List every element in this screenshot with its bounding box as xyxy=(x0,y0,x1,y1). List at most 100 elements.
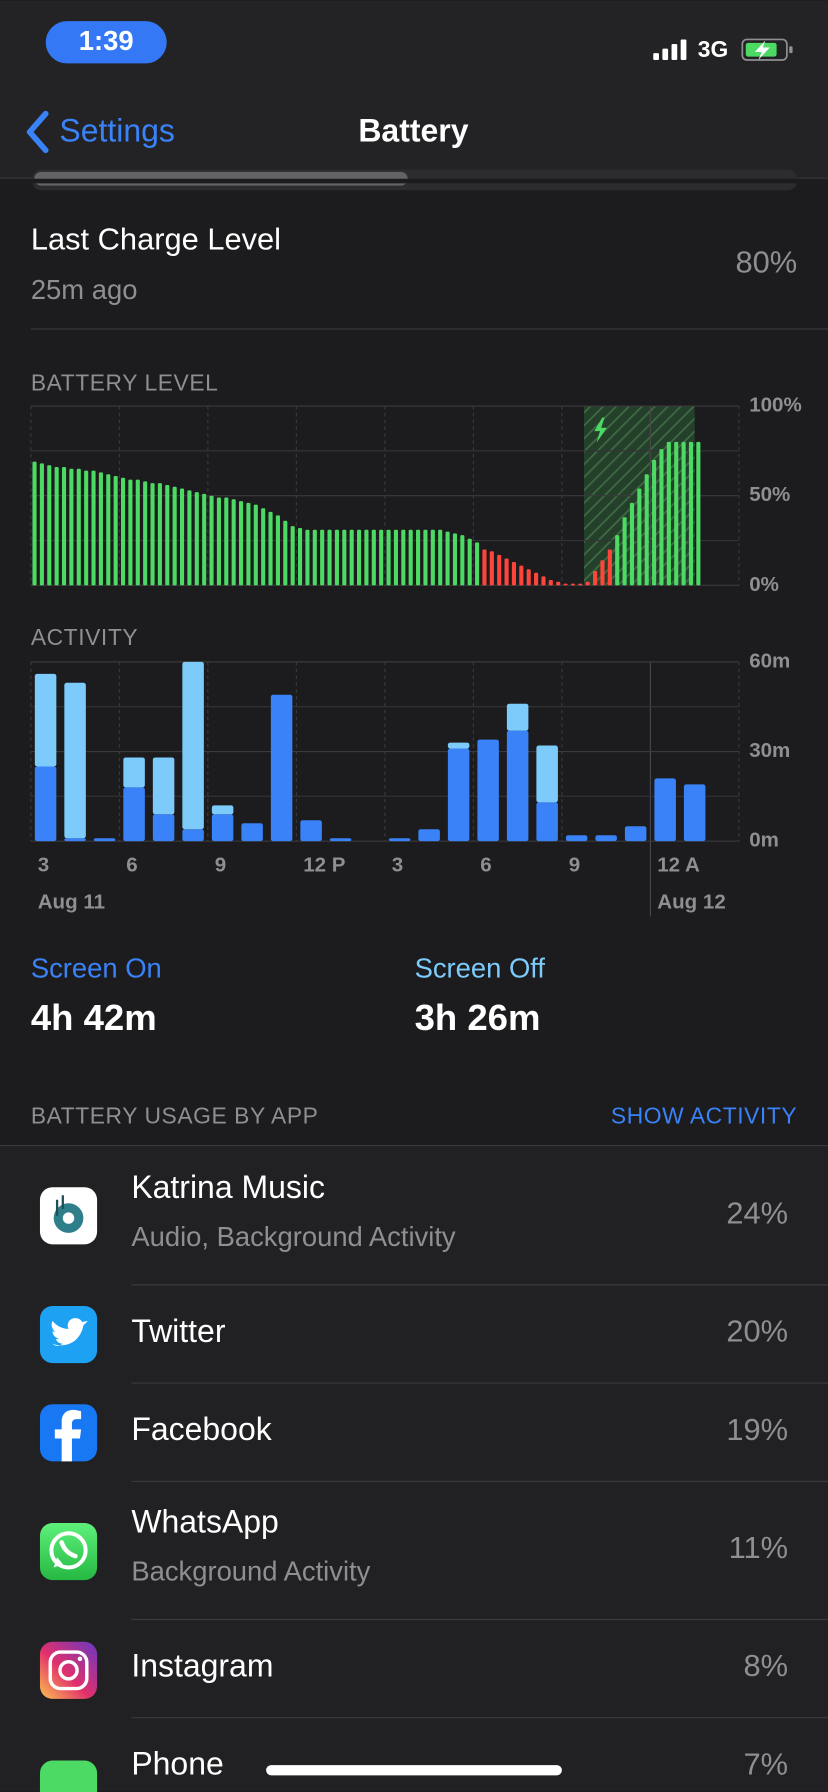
network-type: 3G xyxy=(698,36,728,62)
activity-bar xyxy=(388,838,411,842)
activity-bar xyxy=(565,835,588,842)
show-activity-button[interactable]: SHOW ACTIVITY xyxy=(611,1103,797,1129)
x-tick-label: 6 xyxy=(126,854,137,877)
battery-bar xyxy=(408,529,413,586)
battery-bar xyxy=(460,535,465,586)
battery-bar xyxy=(261,508,266,586)
back-chevron[interactable] xyxy=(26,110,49,154)
segment-mask xyxy=(0,178,828,184)
battery-bar xyxy=(578,583,583,586)
battery-bar xyxy=(194,492,199,586)
activity-bar xyxy=(182,829,204,842)
battery-bar xyxy=(179,488,185,586)
battery-bar xyxy=(548,579,553,586)
time-pill[interactable] xyxy=(45,21,167,64)
battery-bar xyxy=(91,470,96,586)
battery-bar xyxy=(541,576,546,586)
app-detail: Audio, Background Activity xyxy=(131,1221,456,1252)
x-tick-label: 9 xyxy=(569,854,580,877)
activity-bar xyxy=(654,778,676,842)
activity-bar xyxy=(64,838,86,842)
battery-bar xyxy=(504,558,509,586)
battery-bar xyxy=(534,572,539,586)
activity-bar xyxy=(241,823,263,842)
activity-bar xyxy=(123,787,145,842)
back-button[interactable]: Settings xyxy=(59,113,175,149)
app-name[interactable]: Twitter xyxy=(131,1313,225,1349)
battery-bar xyxy=(32,461,37,586)
activity-bar xyxy=(624,826,647,842)
battery-bar xyxy=(283,520,288,586)
battery-bar xyxy=(364,529,369,586)
x-tick-label: 3 xyxy=(38,854,49,877)
battery-bar xyxy=(393,529,398,586)
battery-bar xyxy=(452,533,458,586)
battery-bar xyxy=(467,538,472,586)
activity-bar xyxy=(418,829,440,842)
activity-bar xyxy=(211,814,234,842)
battery-bar xyxy=(379,529,384,586)
activity-bar xyxy=(595,835,617,842)
app-icon xyxy=(39,1760,98,1792)
legend-label: Screen On xyxy=(31,952,162,983)
screen-off-total: 3h 26m xyxy=(415,997,541,1038)
app-icon xyxy=(39,1404,98,1462)
activity-bar xyxy=(152,757,175,815)
activity-bar xyxy=(447,748,470,842)
battery-bar xyxy=(76,468,81,586)
battery-bar xyxy=(143,481,148,586)
legend-label: Screen Off xyxy=(415,952,546,983)
home-indicator xyxy=(266,1765,562,1776)
battery-bar xyxy=(39,463,44,586)
app-icon xyxy=(39,1306,98,1364)
screen-on-total: 4h 42m xyxy=(31,997,157,1038)
app-percent: 11% xyxy=(729,1530,788,1565)
battery-bar xyxy=(312,529,317,586)
battery-bar xyxy=(615,535,620,586)
battery-bar xyxy=(305,529,310,586)
app-name[interactable]: Instagram xyxy=(131,1647,273,1683)
battery-bar xyxy=(556,581,561,586)
app-name[interactable]: Phone xyxy=(131,1746,223,1782)
battery-bar xyxy=(637,488,642,586)
last-charge-label: Last Charge Level xyxy=(31,222,281,257)
battery-bar xyxy=(357,529,362,586)
app-percent: 20% xyxy=(726,1314,788,1349)
battery-bar xyxy=(172,486,177,586)
list-background xyxy=(0,1146,828,1792)
battery-bar xyxy=(120,477,126,586)
battery-bar xyxy=(327,529,332,586)
app-name[interactable]: WhatsApp xyxy=(131,1504,278,1540)
battery-bar xyxy=(511,562,517,586)
activity-bar xyxy=(93,838,116,842)
battery-bar xyxy=(386,529,391,586)
activity-bar xyxy=(536,802,558,842)
last-charge-ago: 25m ago xyxy=(31,274,138,305)
battery-bar xyxy=(681,441,686,586)
app-name[interactable]: Katrina Music xyxy=(131,1169,325,1205)
app-name[interactable]: Facebook xyxy=(131,1411,272,1447)
battery-bar xyxy=(334,529,339,586)
battery-bar xyxy=(607,549,612,586)
x-tick-label: 12 P xyxy=(303,854,345,877)
app-percent: 7% xyxy=(743,1746,788,1781)
activity-bar xyxy=(211,805,234,815)
activity-bar xyxy=(536,745,558,803)
content: 0% 50% 100% 0m 30m 60m 3 6 9 12 P 3 6 9 12 A Aug 11 Aug… xyxy=(30,393,828,1782)
battery-bar xyxy=(519,565,524,586)
battery-bar xyxy=(416,529,421,586)
battery-bar xyxy=(98,472,103,586)
battery-bar xyxy=(128,479,133,586)
battery-bar xyxy=(61,467,67,586)
battery-bar xyxy=(187,490,192,586)
battery-bar xyxy=(290,526,295,586)
battery-bar xyxy=(47,465,52,586)
battery-bar xyxy=(54,467,59,586)
date-label: Aug 11 xyxy=(38,890,105,913)
y-tick-label: 0m xyxy=(749,829,779,852)
app-icon xyxy=(39,1187,98,1245)
activity-bar xyxy=(329,838,352,842)
